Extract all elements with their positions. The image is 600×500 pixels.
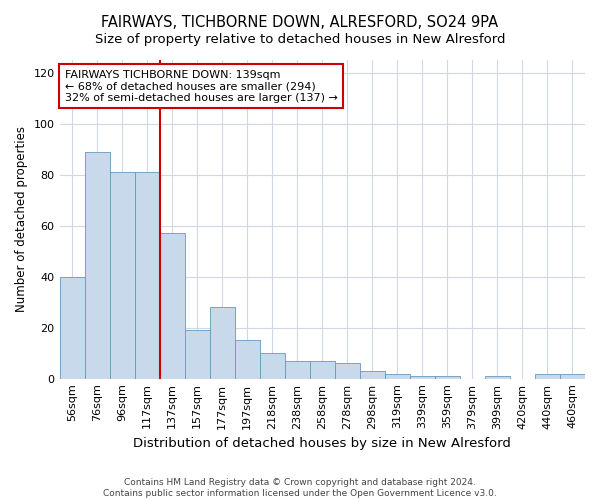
Bar [385,374,410,378]
Bar [485,376,510,378]
Y-axis label: Number of detached properties: Number of detached properties [15,126,28,312]
Bar [335,364,360,378]
Bar [85,152,110,378]
Text: Contains HM Land Registry data © Crown copyright and database right 2024.
Contai: Contains HM Land Registry data © Crown c… [103,478,497,498]
Bar [435,376,460,378]
Text: FAIRWAYS, TICHBORNE DOWN, ALRESFORD, SO24 9PA: FAIRWAYS, TICHBORNE DOWN, ALRESFORD, SO2… [101,15,499,30]
Text: FAIRWAYS TICHBORNE DOWN: 139sqm
← 68% of detached houses are smaller (294)
32% o: FAIRWAYS TICHBORNE DOWN: 139sqm ← 68% of… [65,70,338,103]
Bar [535,374,560,378]
Bar [134,172,160,378]
Bar [360,371,385,378]
Bar [310,361,335,378]
Bar [285,361,310,378]
X-axis label: Distribution of detached houses by size in New Alresford: Distribution of detached houses by size … [133,437,511,450]
Bar [160,234,185,378]
Bar [59,276,85,378]
Text: Size of property relative to detached houses in New Alresford: Size of property relative to detached ho… [95,32,505,46]
Bar [235,340,260,378]
Bar [209,308,235,378]
Bar [260,353,285,378]
Bar [410,376,435,378]
Bar [185,330,209,378]
Bar [110,172,134,378]
Bar [560,374,585,378]
